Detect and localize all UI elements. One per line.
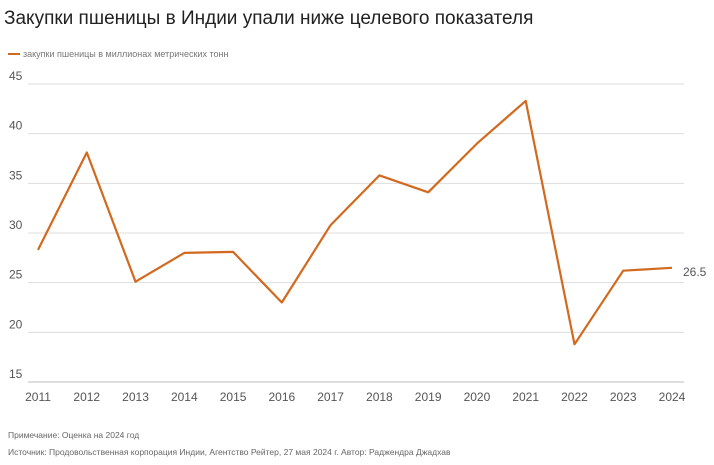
x-tick-label: 2023	[610, 390, 637, 404]
y-tick-label: 25	[9, 268, 23, 282]
x-tick-label: 2015	[220, 390, 247, 404]
x-tick-label: 2021	[512, 390, 539, 404]
x-tick-label: 2018	[366, 390, 393, 404]
series-line	[37, 99, 673, 346]
y-axis-ticks: 15 20 25 30 35 40 45	[9, 69, 23, 381]
x-tick-label: 2016	[268, 390, 295, 404]
footnote: Примечание: Оценка на 2024 год	[8, 430, 140, 440]
end-data-label: 26.5	[683, 265, 707, 279]
y-tick-label: 40	[9, 119, 23, 133]
legend-label: закупки пшеницы в миллионах метрических …	[23, 49, 229, 59]
x-tick-label: 2011	[25, 390, 51, 404]
x-tick-label: 2012	[73, 390, 100, 404]
x-tick-label: 2019	[415, 390, 442, 404]
y-tick-label: 15	[9, 367, 23, 381]
data-points	[37, 100, 673, 345]
x-axis-ticks: 2011 2012 2013 2014 2015 2016 2017 2018 2019 2020…	[25, 390, 686, 404]
source-credit: Источник: Продовольственная корпорация И…	[8, 447, 451, 457]
y-tick-label: 35	[9, 168, 23, 182]
x-tick-label: 2014	[171, 390, 198, 404]
y-tick-label: 20	[9, 317, 23, 331]
x-tick-label: 2020	[464, 390, 491, 404]
legend-swatch	[8, 53, 20, 55]
x-tick-label: 2022	[561, 390, 588, 404]
x-tick-label: 2017	[317, 390, 344, 404]
chart-title: Закупки пшеницы в Индии упали ниже целев…	[4, 8, 534, 29]
legend: закупки пшеницы в миллионах метрических …	[8, 49, 228, 59]
x-tick-label: 2024	[659, 390, 686, 404]
x-tick-label: 2013	[122, 390, 149, 404]
gridlines	[28, 83, 684, 383]
y-tick-label: 30	[9, 218, 23, 232]
y-tick-label: 45	[9, 69, 23, 83]
